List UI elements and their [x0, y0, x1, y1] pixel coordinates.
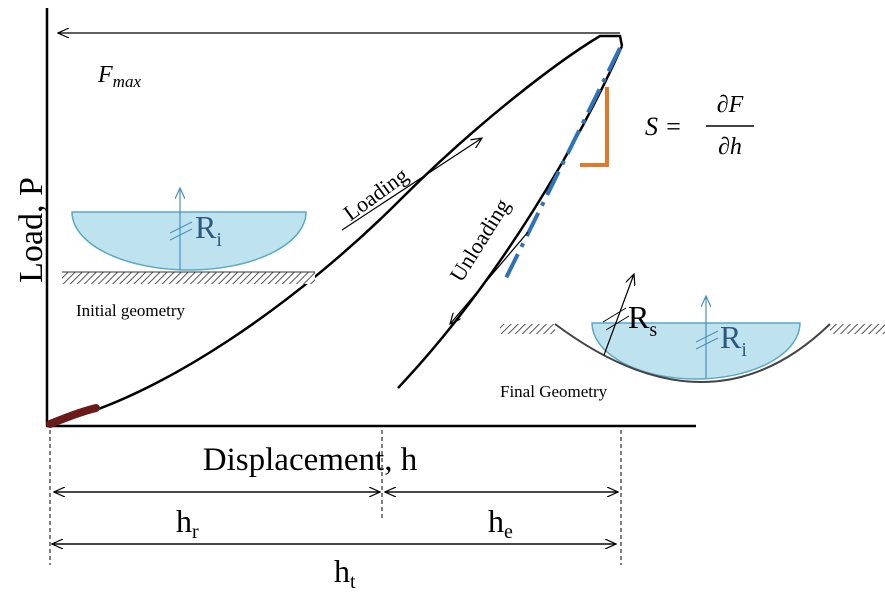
- indenter-initial: [72, 212, 306, 270]
- fmax-label: Fmax: [97, 62, 141, 91]
- surface-right: [830, 324, 885, 334]
- x-axis-label: Displacement, h: [203, 442, 418, 478]
- stiffness-denominator: ∂h: [718, 134, 742, 160]
- ht-label: ht: [334, 553, 356, 593]
- stiffness-numerator: ∂F: [717, 92, 744, 118]
- diagram: Load, P Displacement, h Fmax S = ∂F ∂h L…: [0, 0, 885, 595]
- surface-initial: [62, 272, 315, 284]
- y-axis-label: Load, P: [13, 177, 50, 283]
- hr-label: hr: [176, 503, 199, 543]
- unloading-label: Unloading: [444, 194, 514, 286]
- indenter-final: [592, 323, 800, 379]
- unloading-curve: [398, 46, 622, 388]
- initial-segment: [50, 408, 96, 424]
- he-label: he: [488, 503, 513, 543]
- stiffness-lhs: S =: [645, 112, 682, 141]
- surface-left: [500, 324, 555, 334]
- initial-geometry-label: Initial geometry: [76, 301, 186, 320]
- final-geometry-label: Final Geometry: [500, 382, 608, 401]
- radius-s-label: Rs: [628, 299, 657, 341]
- loading-label: Loading: [339, 162, 413, 225]
